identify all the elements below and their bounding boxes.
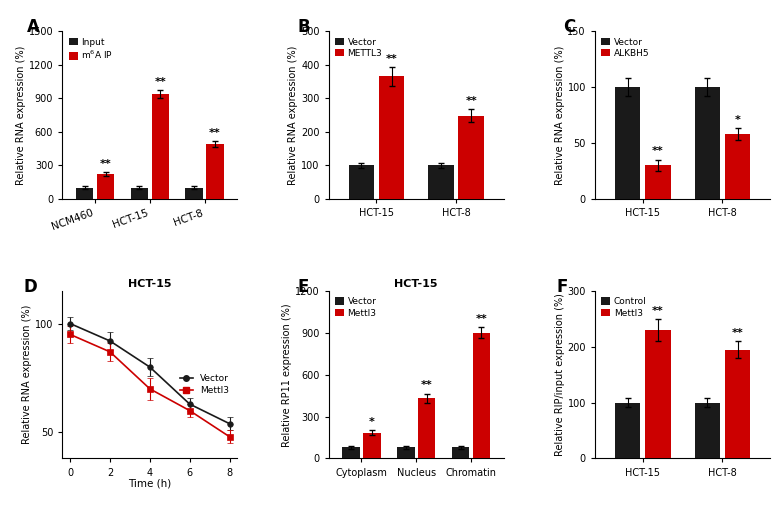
X-axis label: Time (h): Time (h) — [128, 479, 171, 489]
Bar — [615, 87, 640, 199]
Y-axis label: Relative RNA expression (%): Relative RNA expression (%) — [555, 45, 565, 185]
Text: F: F — [556, 278, 568, 295]
Y-axis label: Relative RP11 expression (%): Relative RP11 expression (%) — [282, 303, 293, 446]
Text: *: * — [734, 115, 741, 125]
Bar — [458, 116, 484, 199]
Y-axis label: Relative RNA expression (%): Relative RNA expression (%) — [16, 45, 26, 185]
Bar — [725, 134, 750, 199]
Legend: Vector, Mettl3: Vector, Mettl3 — [176, 371, 233, 399]
Bar — [452, 448, 469, 458]
Text: *: * — [369, 416, 375, 427]
Bar — [185, 188, 203, 199]
Bar — [725, 350, 750, 458]
Text: **: ** — [386, 54, 398, 64]
Text: **: ** — [652, 146, 664, 156]
Legend: Vector, METTL3: Vector, METTL3 — [333, 36, 384, 59]
Text: **: ** — [209, 128, 221, 138]
Y-axis label: Relative RNA expression (%): Relative RNA expression (%) — [289, 45, 298, 185]
Text: **: ** — [421, 380, 433, 390]
Bar — [695, 403, 720, 458]
Text: **: ** — [731, 328, 744, 338]
Legend: Vector, ALKBH5: Vector, ALKBH5 — [600, 36, 651, 59]
Text: A: A — [27, 18, 40, 36]
Y-axis label: Relative RIP/input expression (%): Relative RIP/input expression (%) — [555, 293, 565, 456]
Bar — [342, 448, 359, 458]
Legend: Control, Mettl3: Control, Mettl3 — [600, 295, 649, 319]
Bar — [695, 87, 720, 199]
Bar — [645, 330, 671, 458]
Bar — [428, 165, 454, 199]
Text: **: ** — [652, 305, 664, 316]
Title: HCT-15: HCT-15 — [394, 279, 438, 289]
Y-axis label: Relative RNA expression (%): Relative RNA expression (%) — [22, 305, 32, 444]
Bar — [645, 165, 671, 199]
Text: **: ** — [154, 77, 166, 86]
Text: C: C — [563, 18, 576, 36]
Legend: Vector, Mettl3: Vector, Mettl3 — [333, 295, 378, 319]
Title: HCT-15: HCT-15 — [128, 279, 172, 289]
Bar — [418, 399, 436, 458]
Text: **: ** — [475, 314, 487, 324]
Text: B: B — [297, 18, 310, 36]
Bar — [349, 165, 374, 199]
Bar — [379, 77, 405, 199]
Bar — [615, 403, 640, 458]
Legend: Input, m$^6$A IP: Input, m$^6$A IP — [67, 36, 115, 63]
Bar — [206, 144, 224, 199]
Bar — [152, 94, 169, 199]
Bar — [96, 174, 114, 199]
Bar — [76, 188, 93, 199]
Bar — [363, 432, 380, 458]
Text: **: ** — [465, 96, 477, 106]
Text: **: ** — [100, 158, 111, 169]
Bar — [131, 188, 149, 199]
Bar — [473, 333, 490, 458]
Text: D: D — [23, 278, 37, 295]
Bar — [397, 448, 415, 458]
Text: E: E — [297, 278, 308, 295]
